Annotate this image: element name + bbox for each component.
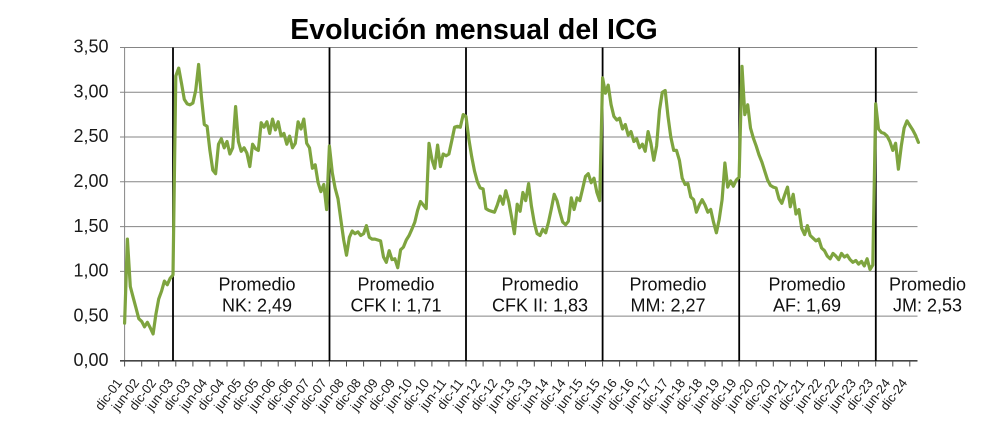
svg-text:0,50: 0,50	[73, 305, 108, 325]
svg-text:Promedio: Promedio	[357, 275, 434, 295]
svg-text:2,00: 2,00	[73, 171, 108, 191]
svg-text:CFK I: 1,71: CFK I: 1,71	[350, 296, 441, 316]
svg-text:AF: 1,69: AF: 1,69	[773, 296, 841, 316]
svg-text:Promedio: Promedio	[501, 275, 578, 295]
svg-text:0,00: 0,00	[73, 350, 108, 370]
svg-text:CFK II: 1,83: CFK II: 1,83	[492, 296, 588, 316]
svg-text:NK: 2,49: NK: 2,49	[222, 296, 292, 316]
svg-text:JM: 2,53: JM: 2,53	[893, 296, 962, 316]
svg-text:3,50: 3,50	[73, 37, 108, 57]
svg-text:Evolución mensual del ICG: Evolución mensual del ICG	[290, 14, 657, 46]
svg-text:1,50: 1,50	[73, 216, 108, 236]
svg-text:Promedio: Promedio	[629, 275, 706, 295]
svg-text:Promedio: Promedio	[768, 275, 845, 295]
svg-text:1,00: 1,00	[73, 261, 108, 281]
svg-text:Promedio: Promedio	[889, 275, 966, 295]
svg-text:2,50: 2,50	[73, 126, 108, 146]
svg-text:MM: 2,27: MM: 2,27	[630, 296, 705, 316]
svg-text:3,00: 3,00	[73, 82, 108, 102]
svg-text:Promedio: Promedio	[218, 275, 295, 295]
